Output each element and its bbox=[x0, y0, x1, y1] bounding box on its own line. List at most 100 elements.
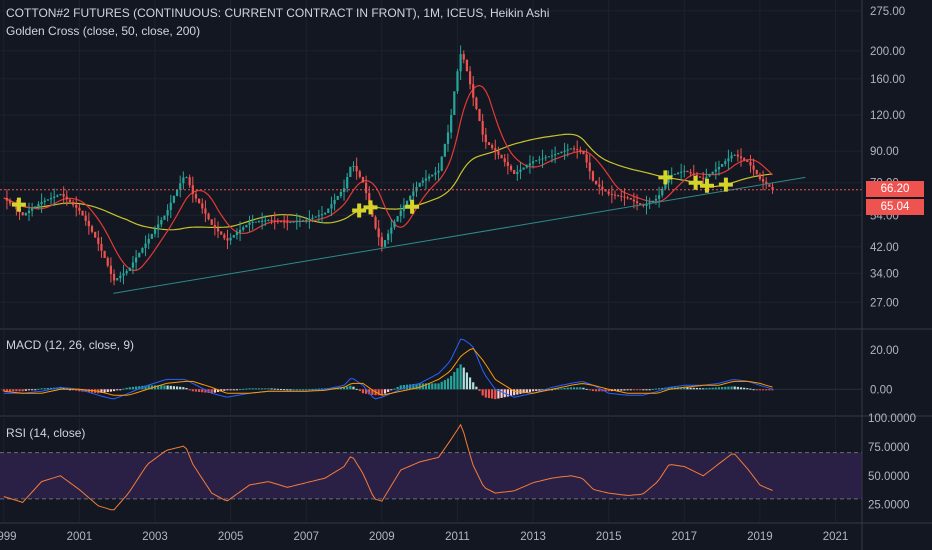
macd-histogram-bar bbox=[317, 388, 320, 390]
macd-histogram-bar bbox=[434, 383, 437, 390]
candle bbox=[437, 170, 440, 173]
candle bbox=[525, 165, 528, 168]
macd-histogram-bar bbox=[311, 388, 314, 390]
macd-histogram-bar bbox=[689, 387, 692, 390]
candle bbox=[402, 205, 406, 211]
price-axis-label: 120.00 bbox=[870, 110, 905, 122]
candle bbox=[21, 212, 24, 216]
macd-histogram-bar bbox=[46, 387, 49, 390]
candle bbox=[37, 204, 40, 207]
macd-histogram-bar bbox=[491, 389, 494, 399]
candle bbox=[626, 197, 629, 199]
macd-histogram-bar bbox=[198, 389, 201, 392]
candle bbox=[15, 206, 18, 210]
candle bbox=[683, 170, 686, 172]
macd-histogram-bar bbox=[717, 387, 721, 390]
macd-histogram-bar bbox=[286, 389, 289, 391]
macd-histogram-bar bbox=[235, 389, 239, 391]
candle bbox=[698, 176, 702, 178]
indicator-label-golden-cross[interactable]: Golden Cross (close, 50, close, 200) bbox=[6, 24, 201, 38]
macd-histogram-bar bbox=[119, 389, 122, 391]
macd-histogram-bar bbox=[475, 386, 478, 390]
candle bbox=[743, 158, 746, 161]
candle bbox=[484, 134, 487, 143]
candle bbox=[248, 222, 251, 225]
indicator-label-rsi[interactable]: RSI (14, close) bbox=[6, 426, 86, 440]
macd-histogram-bar bbox=[125, 387, 128, 390]
macd-histogram-bar bbox=[308, 389, 311, 391]
candle bbox=[207, 213, 210, 220]
candle bbox=[279, 221, 283, 223]
candle bbox=[339, 191, 342, 196]
macd-histogram-bar bbox=[40, 388, 43, 390]
ma-slow-line bbox=[3, 133, 773, 231]
candle bbox=[141, 248, 144, 253]
macd-histogram-bar bbox=[453, 372, 456, 390]
macd-histogram-bar bbox=[172, 386, 176, 390]
macd-histogram-bar bbox=[2, 389, 5, 392]
candle bbox=[314, 216, 317, 218]
macd-histogram-bar bbox=[377, 389, 380, 396]
macd-pane[interactable] bbox=[0, 338, 862, 400]
macd-histogram-bar bbox=[739, 387, 743, 390]
macd-histogram-bar bbox=[604, 389, 607, 392]
candle bbox=[119, 275, 122, 279]
macd-histogram-bar bbox=[579, 387, 582, 390]
candle bbox=[456, 71, 459, 92]
macd-histogram-bar bbox=[639, 389, 642, 391]
candle bbox=[582, 150, 585, 155]
macd-histogram-bar bbox=[443, 380, 446, 390]
candle bbox=[680, 171, 683, 173]
candle bbox=[138, 252, 141, 258]
macd-histogram-bar bbox=[279, 388, 283, 390]
time-axis-label: 2019 bbox=[747, 531, 773, 543]
macd-histogram-bar bbox=[103, 389, 106, 393]
macd-histogram-bar bbox=[232, 389, 235, 391]
candle bbox=[185, 177, 188, 179]
macd-histogram-bar bbox=[393, 388, 396, 390]
macd-histogram-bar bbox=[270, 388, 273, 390]
candle bbox=[639, 203, 642, 205]
candle bbox=[645, 204, 648, 206]
candle bbox=[305, 220, 308, 222]
macd-histogram-bar bbox=[661, 387, 664, 390]
candle bbox=[327, 208, 330, 213]
price-pane[interactable] bbox=[0, 0, 862, 522]
candle bbox=[90, 226, 94, 232]
candle bbox=[251, 222, 254, 224]
time-axis-label: 2017 bbox=[672, 531, 698, 543]
candle bbox=[283, 221, 286, 223]
candle bbox=[657, 195, 661, 199]
indicator-label-macd[interactable]: MACD (12, 26, close, 9) bbox=[6, 338, 135, 352]
rsi-axis-label: 75.0000 bbox=[868, 442, 910, 454]
candle bbox=[232, 235, 235, 238]
macd-histogram-bar bbox=[468, 377, 472, 390]
rsi-pane[interactable] bbox=[0, 423, 862, 511]
candle bbox=[607, 191, 610, 194]
candle bbox=[147, 238, 150, 244]
macd-histogram-bar bbox=[109, 389, 113, 392]
candle bbox=[352, 165, 355, 167]
candle bbox=[604, 189, 607, 192]
candle bbox=[24, 212, 27, 216]
candle bbox=[771, 186, 774, 190]
macd-histogram-bar bbox=[705, 388, 708, 390]
macd-histogram-bar bbox=[651, 388, 654, 390]
macd-histogram-bar bbox=[465, 372, 469, 390]
macd-histogram-bar bbox=[37, 388, 40, 390]
candle bbox=[497, 151, 500, 155]
candle bbox=[736, 154, 739, 157]
price-axis-label: 42.00 bbox=[870, 242, 899, 254]
macd-histogram-bar bbox=[144, 385, 147, 390]
candle bbox=[509, 165, 513, 170]
candle bbox=[563, 150, 566, 152]
candle bbox=[56, 195, 59, 197]
candle bbox=[610, 193, 613, 195]
candle bbox=[103, 250, 106, 259]
macd-histogram-bar bbox=[289, 389, 292, 391]
candle bbox=[424, 178, 428, 181]
candle bbox=[125, 271, 128, 274]
candle bbox=[53, 196, 56, 198]
